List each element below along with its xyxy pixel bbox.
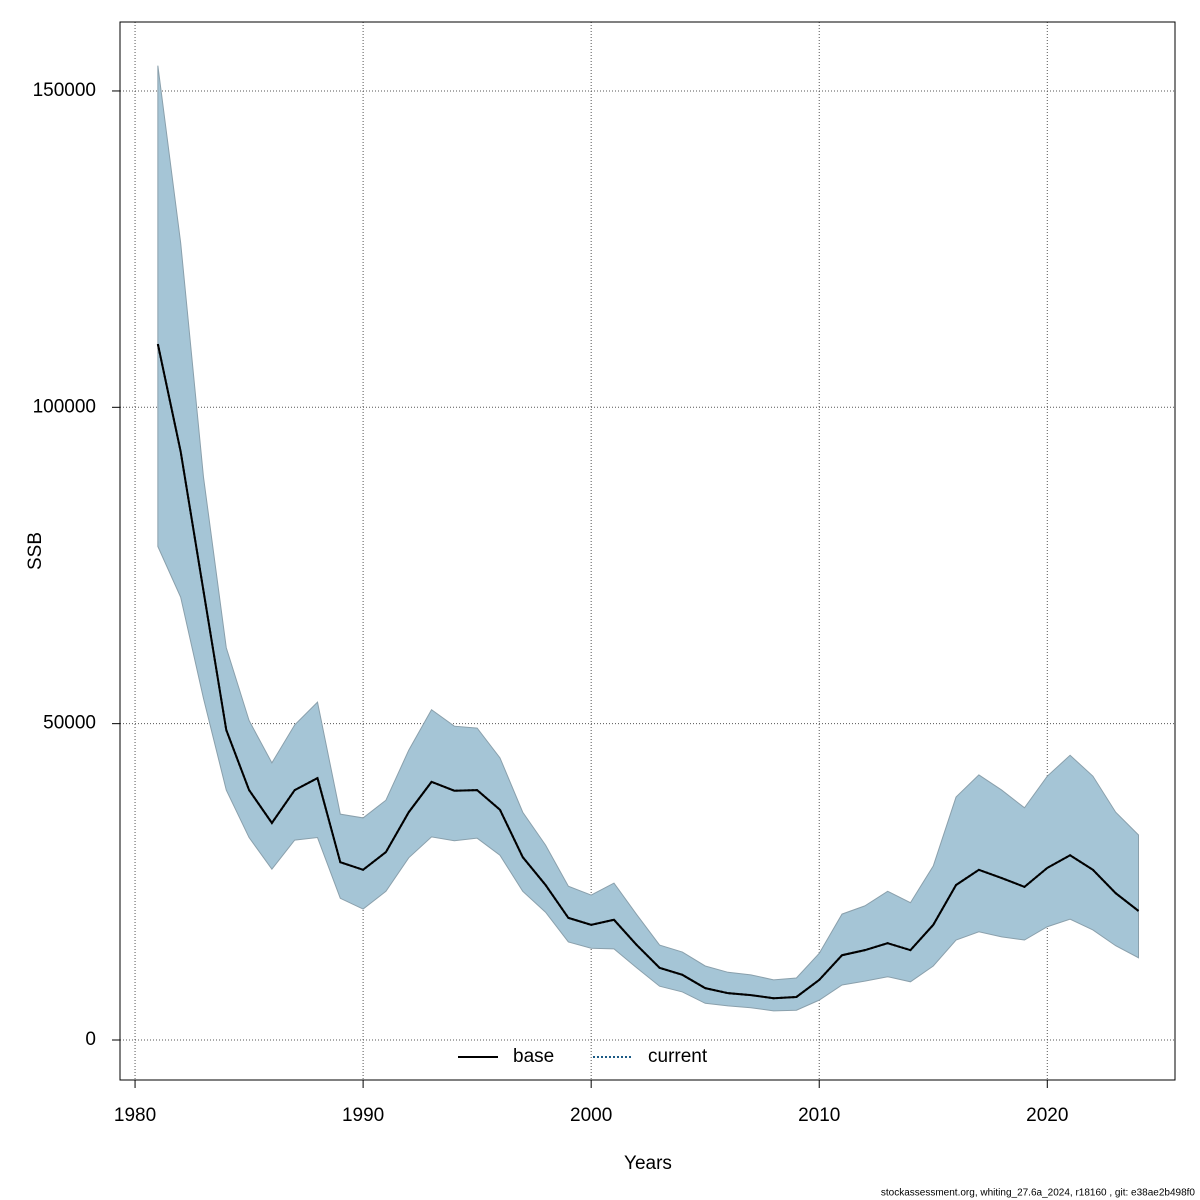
y-axis-label: SSB (25, 532, 46, 570)
legend-label: current (648, 1046, 708, 1067)
x-tick-label: 2000 (570, 1105, 612, 1126)
confidence-band (157, 65, 1140, 1012)
y-tick-label: 150000 (33, 80, 96, 101)
series-line (156, 343, 1140, 1000)
y-tick-label: 50000 (43, 713, 96, 734)
footer: stockassessment.org, whiting_27.6a_2024,… (881, 1188, 1196, 1199)
x-tick-label: 1990 (342, 1105, 384, 1126)
x-tick-label: 1980 (114, 1105, 156, 1126)
x-axis-label: Years (624, 1153, 672, 1174)
y-tick-label: 0 (85, 1029, 96, 1050)
plot-frame (119, 21, 1176, 1081)
legend-label: base (513, 1046, 554, 1067)
x-tick-label: 2010 (798, 1105, 840, 1126)
y-tick-label: 100000 (33, 396, 96, 417)
x-tick-label: 2020 (1026, 1105, 1068, 1126)
